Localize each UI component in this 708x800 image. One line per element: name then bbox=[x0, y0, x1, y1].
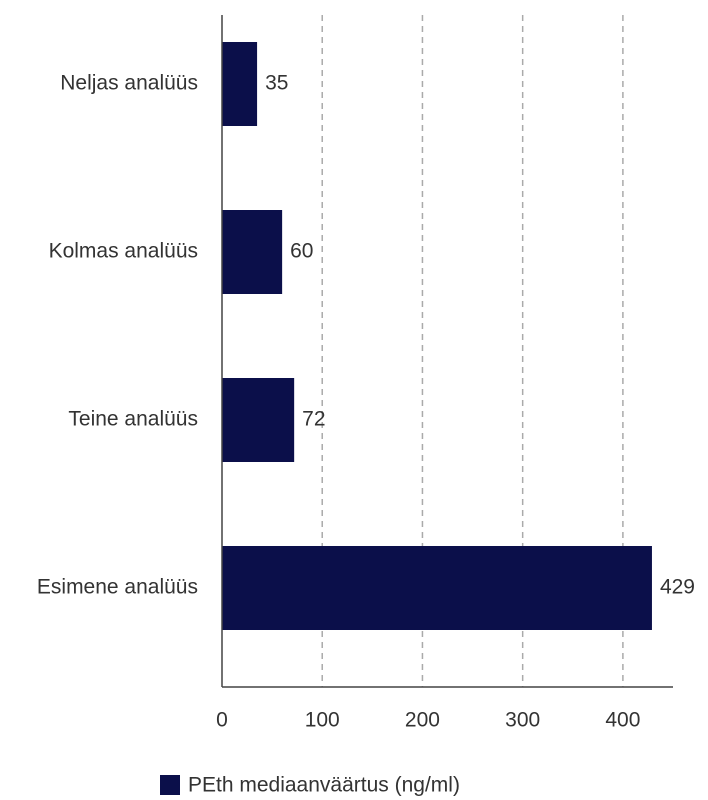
y-tick-label: Neljas analüüs bbox=[60, 72, 198, 95]
legend-label: PEth mediaanväärtus (ng/ml) bbox=[188, 774, 460, 797]
data-label: 60 bbox=[290, 240, 313, 263]
y-tick-label: Kolmas analüüs bbox=[49, 240, 198, 263]
data-label: 429 bbox=[660, 576, 695, 599]
bar bbox=[222, 42, 258, 126]
y-tick-label: Teine analüüs bbox=[68, 408, 198, 431]
y-tick-label: Esimene analüüs bbox=[37, 576, 198, 599]
bar bbox=[222, 378, 295, 462]
bar bbox=[222, 546, 652, 630]
data-label: 35 bbox=[265, 72, 288, 95]
x-tick-label: 100 bbox=[305, 709, 340, 732]
x-tick-label: 200 bbox=[405, 709, 440, 732]
x-tick-label: 300 bbox=[505, 709, 540, 732]
bar bbox=[222, 210, 283, 294]
x-tick-label: 0 bbox=[216, 709, 228, 732]
x-tick-label: 400 bbox=[605, 709, 640, 732]
data-label: 72 bbox=[302, 408, 325, 431]
legend-swatch bbox=[160, 775, 180, 795]
